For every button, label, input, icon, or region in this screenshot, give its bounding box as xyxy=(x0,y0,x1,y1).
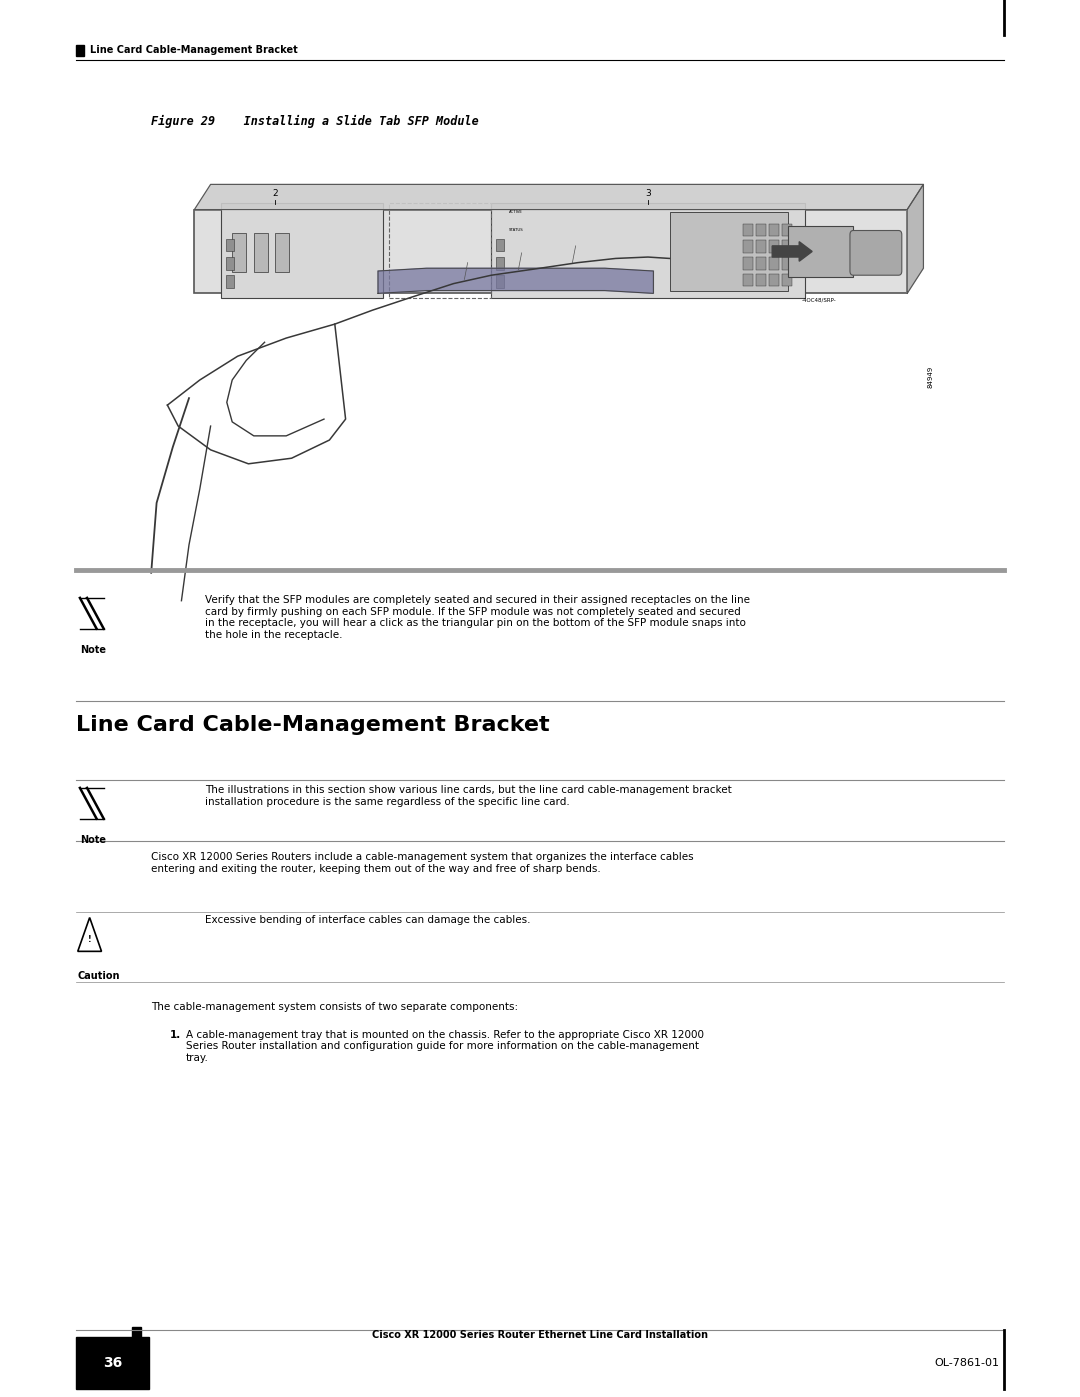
Bar xyxy=(670,212,788,291)
Bar xyxy=(221,203,383,298)
Bar xyxy=(782,274,792,286)
Bar xyxy=(769,240,779,253)
Polygon shape xyxy=(78,918,102,951)
Bar xyxy=(788,226,853,277)
Bar xyxy=(496,257,504,270)
Bar xyxy=(756,224,766,236)
Bar xyxy=(769,224,779,236)
Bar xyxy=(76,45,84,56)
Bar xyxy=(491,203,805,298)
FancyBboxPatch shape xyxy=(850,231,902,275)
Text: Caution: Caution xyxy=(78,971,120,981)
Bar xyxy=(769,257,779,270)
Bar xyxy=(389,203,491,298)
Bar xyxy=(743,224,753,236)
Bar xyxy=(756,274,766,286)
Text: 1.: 1. xyxy=(171,1030,181,1039)
Text: Cisco XR 12000 Series Routers include a cable-management system that organizes t: Cisco XR 12000 Series Routers include a … xyxy=(151,852,693,873)
Text: Verify that the SFP modules are completely seated and secured in their assigned : Verify that the SFP modules are complete… xyxy=(205,595,751,640)
Bar xyxy=(782,224,792,236)
Text: 2: 2 xyxy=(272,190,279,198)
Bar xyxy=(756,240,766,253)
Text: OL-7861-01: OL-7861-01 xyxy=(934,1358,999,1368)
Text: 84949: 84949 xyxy=(928,366,934,388)
Bar xyxy=(226,275,234,288)
Text: !: ! xyxy=(87,935,92,944)
Bar xyxy=(275,233,289,272)
Text: A cable-management tray that is mounted on the chassis. Refer to the appropriate: A cable-management tray that is mounted … xyxy=(186,1030,704,1063)
Text: 3: 3 xyxy=(645,190,651,198)
Bar xyxy=(194,210,907,293)
Bar xyxy=(743,274,753,286)
Text: Line Card Cable-Management Bracket: Line Card Cable-Management Bracket xyxy=(76,715,550,735)
Polygon shape xyxy=(378,268,653,293)
Text: Excessive bending of interface cables can damage the cables.: Excessive bending of interface cables ca… xyxy=(205,915,530,925)
Text: Note: Note xyxy=(80,645,106,655)
Bar xyxy=(226,239,234,251)
Text: 36: 36 xyxy=(103,1355,122,1370)
Text: ACTIVE: ACTIVE xyxy=(509,210,523,214)
Bar xyxy=(232,233,246,272)
Text: STATUS: STATUS xyxy=(509,228,524,232)
Bar xyxy=(132,1327,141,1340)
Bar xyxy=(496,239,504,251)
Bar xyxy=(76,1337,149,1389)
Text: Figure 29    Installing a Slide Tab SFP Module: Figure 29 Installing a Slide Tab SFP Mod… xyxy=(151,115,478,127)
Bar xyxy=(496,275,504,288)
Polygon shape xyxy=(907,184,923,293)
Text: The illustrations in this section show various line cards, but the line card cab: The illustrations in this section show v… xyxy=(205,785,732,806)
Bar xyxy=(743,240,753,253)
Bar xyxy=(226,257,234,270)
Bar xyxy=(782,240,792,253)
Text: Cisco XR 12000 Series Router Ethernet Line Card Installation: Cisco XR 12000 Series Router Ethernet Li… xyxy=(372,1330,708,1340)
Text: The cable-management system consists of two separate components:: The cable-management system consists of … xyxy=(151,1002,518,1011)
Polygon shape xyxy=(194,184,923,210)
Text: Line Card Cable-Management Bracket: Line Card Cable-Management Bracket xyxy=(90,45,297,56)
Bar xyxy=(782,257,792,270)
Text: Note: Note xyxy=(80,835,106,845)
FancyArrow shape xyxy=(772,242,812,261)
Bar xyxy=(756,257,766,270)
Bar xyxy=(769,274,779,286)
Text: -4OC48/SRP-: -4OC48/SRP- xyxy=(801,298,836,303)
Bar xyxy=(254,233,268,272)
Bar xyxy=(743,257,753,270)
